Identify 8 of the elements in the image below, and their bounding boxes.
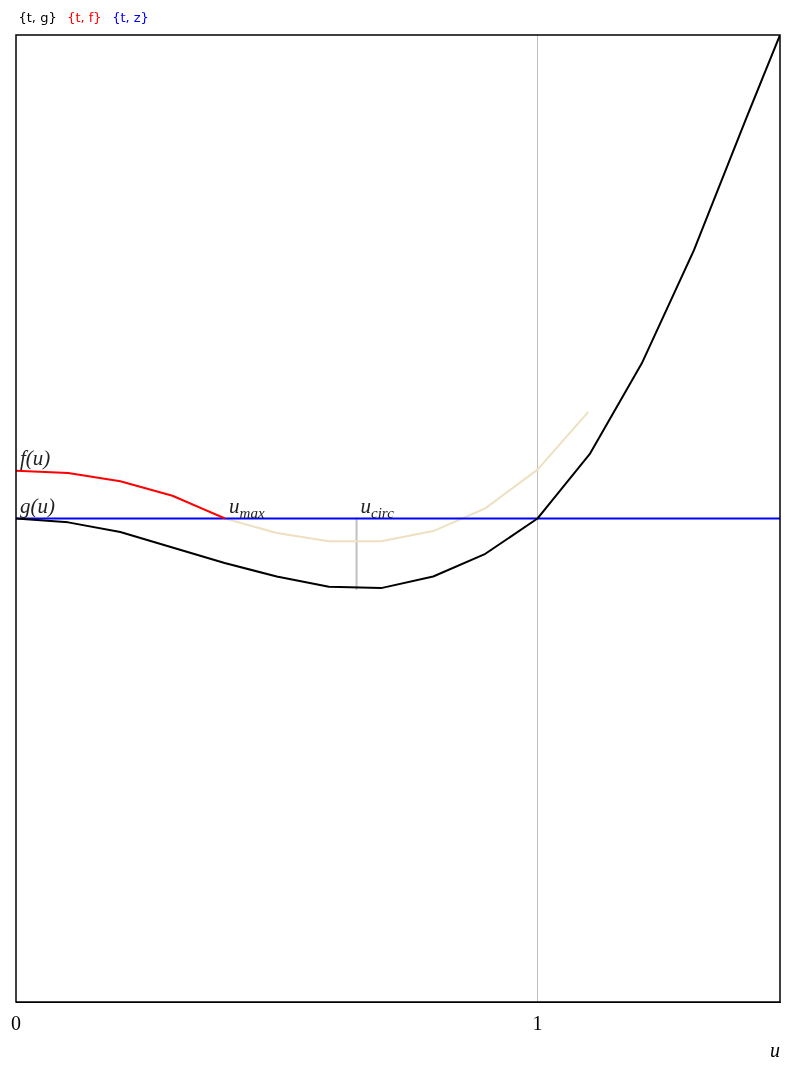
text: {t, z} xyxy=(112,9,149,25)
x-tick-label: 1 xyxy=(532,1012,543,1035)
annotation: f(u) xyxy=(20,445,51,470)
x-axis-title: u xyxy=(770,1039,780,1062)
x-tick-label: 0 xyxy=(11,1012,21,1035)
text: {t, f} xyxy=(67,9,102,25)
annotation: g(u) xyxy=(20,493,55,518)
text: {t, g} xyxy=(18,9,57,25)
